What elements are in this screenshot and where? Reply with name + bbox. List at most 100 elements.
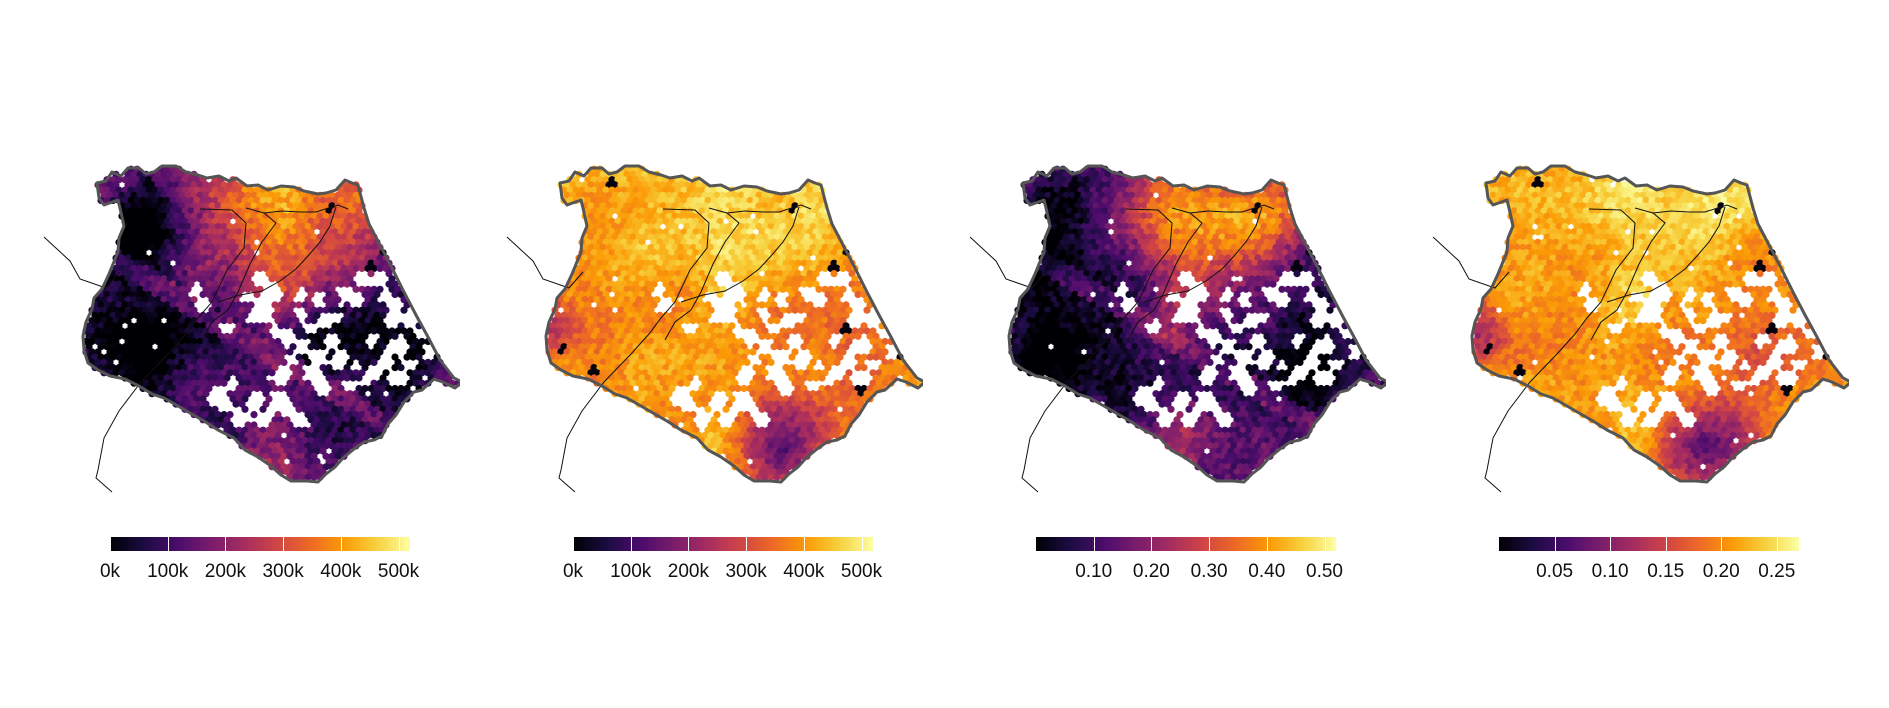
hex-cell: [1281, 217, 1289, 225]
hex-cell: [358, 421, 366, 429]
hex-cell: [1056, 181, 1064, 189]
hex-cell: [1179, 186, 1187, 194]
hex-cell: [863, 306, 871, 314]
hex-cell: [605, 379, 613, 387]
hex-cell: [590, 249, 598, 257]
hex-cell: [671, 317, 679, 325]
hex-cell: [599, 275, 607, 283]
hex-cell: [629, 306, 637, 314]
hex-cell: [632, 322, 640, 330]
hex-cell: [767, 473, 775, 481]
hex-cell: [1086, 254, 1094, 262]
hex-cell: [845, 327, 853, 335]
hex-cell: [127, 217, 135, 225]
hex-cell: [1062, 191, 1070, 199]
hex-cell: [181, 364, 189, 372]
hex-cell: [1092, 285, 1100, 293]
hex-cell: [172, 379, 180, 387]
hex-cell: [127, 249, 135, 257]
hex-cell: [349, 270, 357, 278]
hex-cell: [1146, 202, 1154, 210]
hex-cell: [1065, 249, 1073, 257]
hex-cell: [187, 249, 195, 257]
hex-cell: [785, 223, 793, 231]
hex-cell: [337, 207, 345, 215]
hex-cell: [193, 196, 201, 205]
hex-cell: [1116, 223, 1124, 231]
hex-cell: [91, 332, 99, 340]
hex-cell: [1068, 191, 1076, 199]
hex-cell: [262, 223, 270, 231]
hex-cell: [271, 384, 279, 393]
hex-cell: [782, 405, 790, 413]
hex-cell: [148, 327, 156, 335]
hex-cell: [821, 369, 829, 377]
hex-cell: [262, 202, 270, 210]
hex-cell: [692, 364, 700, 372]
hex-cell: [187, 301, 195, 309]
hex-cell: [1062, 275, 1070, 283]
hex-cell: [1248, 223, 1256, 231]
hex-cell: [1275, 270, 1283, 278]
hex-cell: [680, 217, 688, 225]
hex-cell: [638, 332, 646, 340]
hex-cell: [584, 186, 592, 194]
hex-cell: [1074, 254, 1082, 262]
hex-cell: [292, 285, 300, 293]
hex-cell: [223, 416, 231, 424]
hex-cell: [208, 285, 216, 293]
hex-cell: [656, 374, 664, 382]
hex-cell: [617, 348, 625, 356]
hex-cell: [331, 395, 339, 403]
hex-cell: [815, 223, 823, 231]
hex-cell: [641, 202, 649, 210]
hex-cell: [1098, 243, 1106, 252]
hex-cell: [770, 468, 778, 476]
hex-cell: [1065, 207, 1073, 215]
hex-cell: [719, 379, 727, 387]
hex-cell: [1194, 223, 1202, 231]
hex-cell: [611, 379, 619, 387]
hex-cell: [361, 249, 369, 257]
hex-cell: [1305, 259, 1313, 267]
hex-cell: [301, 196, 309, 205]
hex-cell: [214, 306, 222, 314]
hex-cell: [728, 426, 736, 434]
hex-cell: [698, 217, 706, 225]
hex-cell: [103, 311, 111, 319]
hex-cell: [665, 317, 673, 325]
hex-cell: [268, 243, 276, 252]
hex-cell: [593, 327, 601, 335]
hex-cell: [812, 437, 820, 445]
hex-cell: [346, 348, 354, 356]
hex-cell: [605, 296, 613, 304]
hex-cell: [707, 358, 715, 366]
hex-cell: [1056, 212, 1064, 220]
hex-cell: [130, 202, 138, 210]
hex-cell: [1215, 259, 1223, 267]
hex-cell: [755, 463, 763, 471]
hex-cell: [590, 238, 598, 246]
hex-cell: [160, 285, 168, 293]
hex-cell: [346, 337, 354, 346]
hex-cell: [94, 296, 102, 304]
hex-cell: [800, 249, 808, 257]
hex-cell: [767, 223, 775, 231]
hex-cell: [764, 207, 772, 215]
hex-cell: [295, 249, 303, 257]
hex-cell: [1155, 270, 1163, 278]
hex-cell: [779, 337, 787, 346]
hex-cell: [184, 358, 192, 366]
hex-cell: [659, 400, 667, 408]
hex-cell: [1149, 196, 1157, 205]
hex-cell: [1053, 259, 1061, 267]
hex-cell: [1218, 254, 1226, 262]
hex-cell: [169, 186, 177, 194]
hex-cell: [364, 243, 372, 252]
hex-cell: [776, 457, 784, 466]
hex-cell: [1188, 243, 1196, 252]
hex-cell: [806, 332, 814, 340]
hex-cell: [665, 348, 673, 356]
hex-cell: [572, 322, 580, 330]
hex-cell: [1146, 212, 1154, 220]
